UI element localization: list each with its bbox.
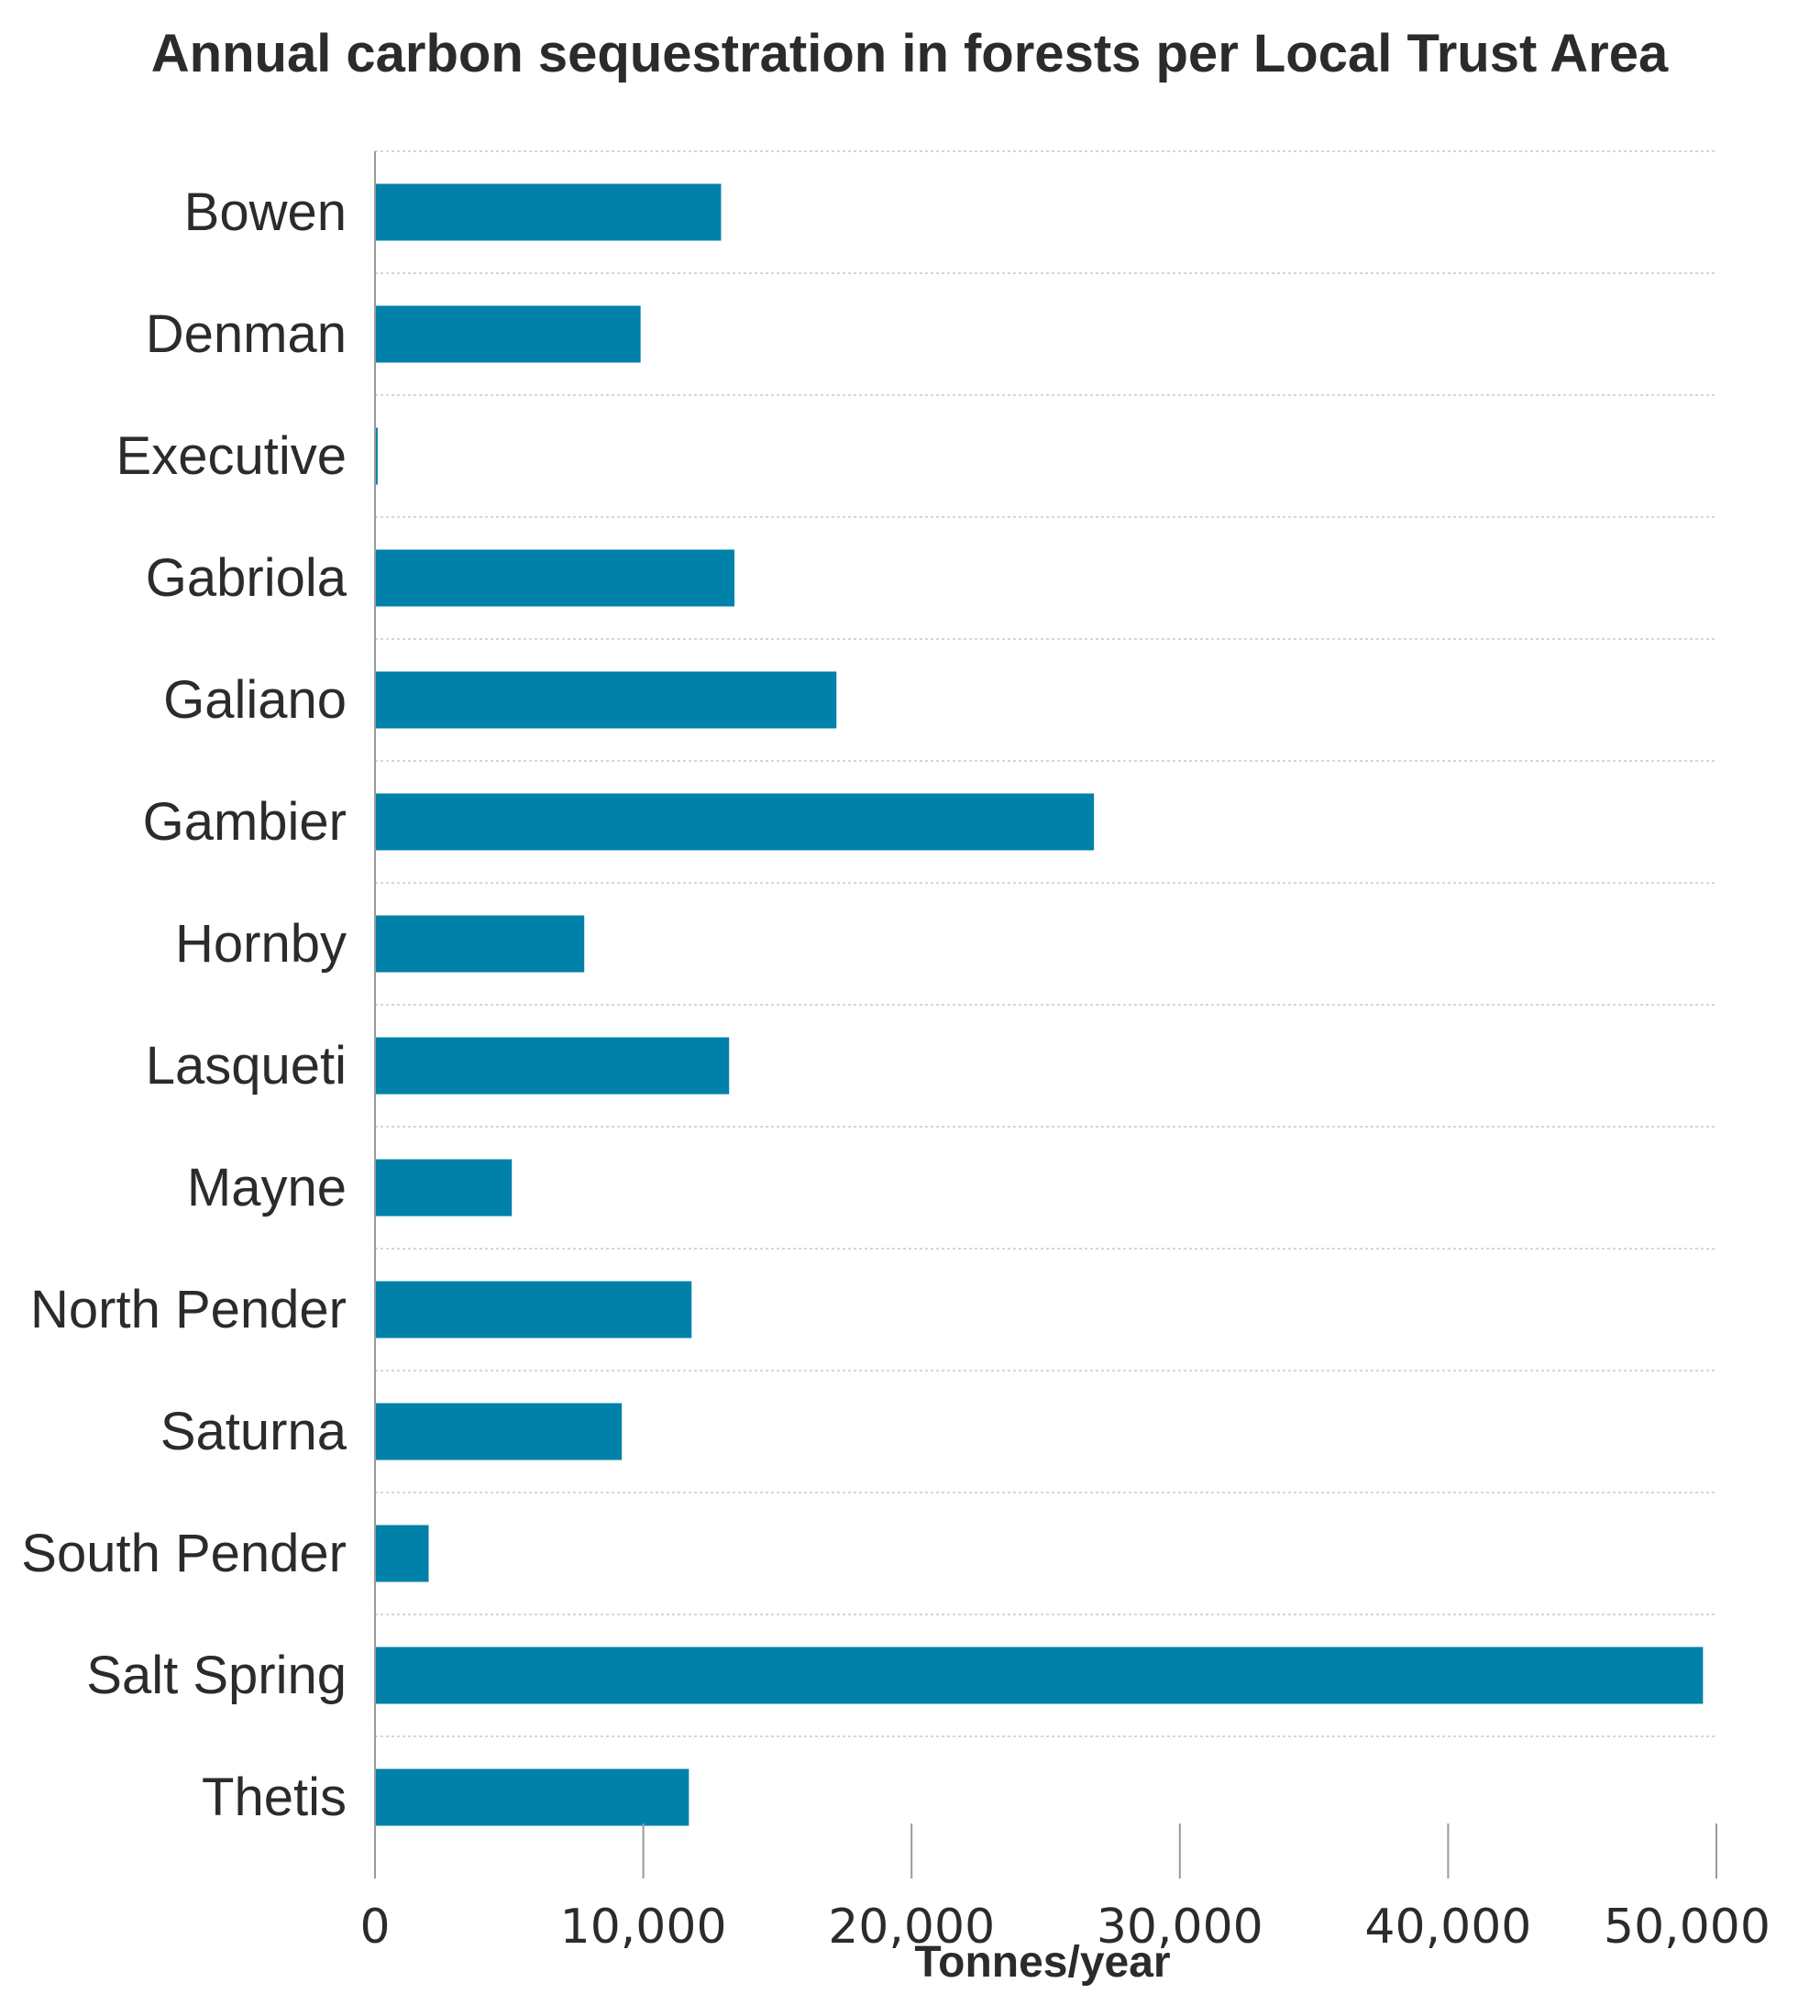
gridlines xyxy=(375,150,1716,1737)
category-label: Hornby xyxy=(175,914,347,974)
category-label: South Pender xyxy=(21,1524,347,1583)
category-labels: Bowen Denman Executive Gabriola Galiano Gambi… xyxy=(21,182,347,1827)
bar xyxy=(375,671,837,729)
category-label: Salt Spring xyxy=(86,1646,347,1705)
category-label: Executive xyxy=(116,426,347,486)
x-tick-label: 50,000 xyxy=(1604,1900,1770,1955)
bar xyxy=(375,183,722,241)
x-tick-label: 10,000 xyxy=(560,1900,727,1955)
category-label: North Pender xyxy=(30,1280,347,1339)
bar xyxy=(375,1647,1704,1704)
category-label: Denman xyxy=(146,304,347,364)
bar xyxy=(375,915,585,973)
bar xyxy=(375,1281,692,1338)
category-label: Galiano xyxy=(163,670,347,730)
bar xyxy=(375,427,378,485)
category-label: Lasqueti xyxy=(146,1036,347,1096)
x-tick-label: 20,000 xyxy=(828,1900,995,1955)
bar xyxy=(375,305,641,363)
category-label: Bowen xyxy=(184,182,347,242)
category-label: Saturna xyxy=(160,1402,347,1461)
x-tick-label: 0 xyxy=(359,1900,390,1955)
bar xyxy=(375,1159,513,1217)
category-label: Mayne xyxy=(187,1158,347,1217)
bar xyxy=(375,1525,429,1582)
chart-title: Annual carbon sequestration in forests p… xyxy=(151,24,1669,83)
bars xyxy=(375,183,1704,1826)
category-label: Thetis xyxy=(202,1768,347,1827)
bar xyxy=(375,1037,730,1095)
category-label: Gabriola xyxy=(146,548,347,608)
x-tick-label: 40,000 xyxy=(1364,1900,1531,1955)
bar xyxy=(375,1403,623,1460)
bar xyxy=(375,1768,689,1826)
x-axis-ticks: 0 10,000 20,000 30,000 40,000 50,000 xyxy=(359,1823,1770,1955)
x-tick-label: 30,000 xyxy=(1097,1900,1263,1955)
bar xyxy=(375,793,1095,851)
bar xyxy=(375,549,735,607)
x-axis-title: Tonnes/year xyxy=(914,1938,1170,1987)
category-label: Gambier xyxy=(143,792,347,852)
